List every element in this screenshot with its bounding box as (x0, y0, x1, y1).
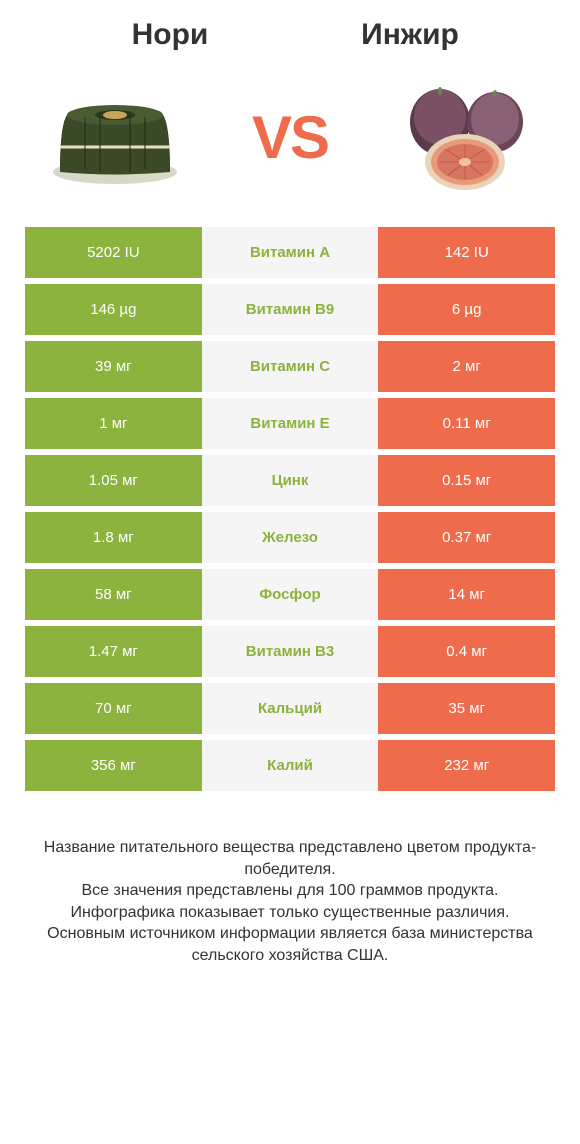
left-value: 356 мг (25, 740, 202, 791)
right-value: 14 мг (378, 569, 555, 620)
nutrient-name: Калий (202, 740, 379, 791)
left-value: 1.47 мг (25, 626, 202, 677)
vs-label: VS (252, 103, 328, 172)
left-value: 1.05 мг (25, 455, 202, 506)
nutrient-row: 1.47 мгВитамин B30.4 мг (25, 626, 555, 677)
left-value: 146 µg (25, 284, 202, 335)
footer-text: Название питательного вещества представл… (0, 797, 580, 967)
left-value: 1 мг (25, 398, 202, 449)
nutrient-name: Кальций (202, 683, 379, 734)
right-value: 0.11 мг (378, 398, 555, 449)
nutrient-row: 58 мгФосфор14 мг (25, 569, 555, 620)
nutrient-table: 5202 IUВитамин A142 IU 146 µgВитамин B96 … (0, 227, 580, 791)
left-value: 1.8 мг (25, 512, 202, 563)
header: Нори Инжир (0, 0, 580, 52)
nutrient-name: Цинк (202, 455, 379, 506)
right-value: 0.15 мг (378, 455, 555, 506)
right-value: 0.37 мг (378, 512, 555, 563)
left-value: 58 мг (25, 569, 202, 620)
right-value: 232 мг (378, 740, 555, 791)
left-value: 70 мг (25, 683, 202, 734)
right-value: 2 мг (378, 341, 555, 392)
nutrient-row: 39 мгВитамин C2 мг (25, 341, 555, 392)
left-value: 39 мг (25, 341, 202, 392)
nutrient-row: 146 µgВитамин B96 µg (25, 284, 555, 335)
left-food-title: Нори (50, 18, 290, 52)
nutrient-row: 70 мгКальций35 мг (25, 683, 555, 734)
nutrient-row: 5202 IUВитамин A142 IU (25, 227, 555, 278)
right-value: 142 IU (378, 227, 555, 278)
right-food-title: Инжир (290, 18, 530, 52)
left-value: 5202 IU (25, 227, 202, 278)
right-value: 6 µg (378, 284, 555, 335)
nutrient-row: 1.05 мгЦинк0.15 мг (25, 455, 555, 506)
nutrient-row: 356 мгКалий232 мг (25, 740, 555, 791)
nori-image (40, 77, 190, 197)
nutrient-name: Витамин B3 (202, 626, 379, 677)
right-value: 0.4 мг (378, 626, 555, 677)
nutrient-row: 1 мгВитамин E0.11 мг (25, 398, 555, 449)
right-value: 35 мг (378, 683, 555, 734)
fig-image (390, 77, 540, 197)
nutrient-name: Витамин A (202, 227, 379, 278)
nutrient-name: Витамин E (202, 398, 379, 449)
nutrient-row: 1.8 мгЖелезо0.37 мг (25, 512, 555, 563)
nutrient-name: Витамин C (202, 341, 379, 392)
images-row: VS (0, 52, 580, 227)
nutrient-name: Фосфор (202, 569, 379, 620)
nutrient-name: Витамин B9 (202, 284, 379, 335)
nutrient-name: Железо (202, 512, 379, 563)
